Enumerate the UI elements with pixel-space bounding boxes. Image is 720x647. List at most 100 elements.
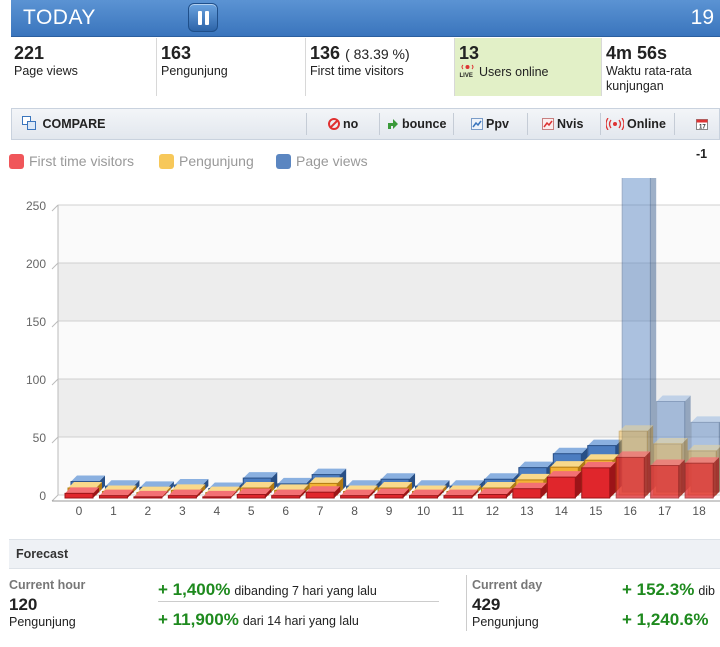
compare-ppv-button[interactable]: Ppv xyxy=(471,109,509,139)
svg-text:17: 17 xyxy=(699,125,706,131)
divider xyxy=(674,113,675,135)
grid-band xyxy=(58,205,720,263)
forecast-title: Forecast xyxy=(16,547,69,561)
bar-first-time-visitors xyxy=(271,495,301,499)
bar-top-first-time-visitors xyxy=(306,486,341,493)
compare-minus1-button[interactable]: 17 -1 xyxy=(696,109,719,161)
bar-top-pengunjung xyxy=(619,425,654,432)
bar-side-first-time-visitors xyxy=(265,488,272,498)
x-tick-label: 1 xyxy=(110,504,117,518)
compare-online-button[interactable]: Online xyxy=(606,109,666,139)
bar-top-pengunjung xyxy=(515,473,550,480)
bar-top-page-views xyxy=(587,439,622,446)
compare-online-label: Online xyxy=(627,117,666,131)
bar-top-pengunjung xyxy=(309,477,344,484)
legend-visitors[interactable]: Pengunjung xyxy=(159,153,254,170)
bar-top-first-time-visitors xyxy=(340,489,375,496)
legend-label: First time visitors xyxy=(29,153,134,169)
online-icon xyxy=(606,118,624,130)
bar-top-page-views xyxy=(656,395,691,402)
bar-top-first-time-visitors xyxy=(409,489,444,496)
compare-button[interactable]: COMPARE xyxy=(22,109,105,139)
stat-percent: ( 83.39 %) xyxy=(345,46,410,62)
bounce-icon xyxy=(388,119,398,129)
divider xyxy=(158,601,439,602)
stat-visitors: 163 Pengunjung xyxy=(157,38,306,96)
stat-label: Page views xyxy=(14,64,78,78)
bar-first-time-visitors xyxy=(202,496,232,499)
grid-band xyxy=(58,321,720,379)
legend-swatch xyxy=(9,154,24,169)
bar-top-page-views xyxy=(312,468,347,475)
stat-users-online[interactable]: 13 LIVE Users online xyxy=(455,38,602,96)
grid-tick xyxy=(51,494,59,502)
divider xyxy=(466,575,467,631)
hour-compare-14d-text: dari 14 hari yang lalu xyxy=(242,614,359,628)
bar-top-page-views xyxy=(174,479,209,486)
bar-side-first-time-visitors xyxy=(127,489,134,498)
compare-nvis-button[interactable]: Nvis xyxy=(542,109,583,139)
compare-label: COMPARE xyxy=(42,117,106,131)
current-hour-value: 120 xyxy=(9,595,38,614)
y-tick-label: 0 xyxy=(39,489,46,503)
bar-side-first-time-visitors xyxy=(93,487,99,498)
bar-top-pengunjung xyxy=(584,454,619,461)
grid-tick xyxy=(51,262,59,270)
bar-side-first-time-visitors xyxy=(230,490,237,498)
current-day-unit: Pengunjung xyxy=(472,615,539,629)
y-tick-label: 250 xyxy=(26,199,46,213)
stat-page-views: 221 Page views xyxy=(11,38,157,96)
bar-top-page-views xyxy=(449,480,484,487)
bar-top-first-time-visitors xyxy=(512,482,547,489)
bar-first-time-visitors xyxy=(98,495,128,499)
hour-compare-7d-value: + 1,400% xyxy=(158,580,231,599)
pause-icon-bar xyxy=(205,11,209,25)
legend-first-time[interactable]: First time visitors xyxy=(9,153,134,170)
x-tick-label: 15 xyxy=(589,504,603,518)
bar-top-pengunjung xyxy=(550,461,585,468)
compare-bounce-button[interactable]: bounce xyxy=(387,109,446,139)
bar-first-time-visitors xyxy=(581,467,611,499)
legend-swatch xyxy=(159,154,174,169)
y-tick-label: 50 xyxy=(33,431,47,445)
svg-text:LIVE: LIVE xyxy=(460,73,473,78)
stat-label: Pengunjung xyxy=(161,64,228,78)
stat-value: 136 xyxy=(310,43,341,63)
bar-top-page-views xyxy=(484,473,519,480)
grid-tick xyxy=(51,436,59,444)
stat-label: Users online xyxy=(479,65,549,79)
bar-top-page-views xyxy=(139,481,174,488)
grid-tick xyxy=(51,378,59,386)
bar-top-first-time-visitors xyxy=(581,461,616,468)
bar-top-page-views xyxy=(243,472,278,479)
bar-first-time-visitors xyxy=(167,495,197,499)
calendar-icon: 17 xyxy=(696,119,708,131)
stat-avg-time: 4m 56s Waktu rata-rata kunjungan xyxy=(602,38,720,96)
bar-side-first-time-visitors xyxy=(299,489,306,498)
bar-top-first-time-visitors xyxy=(685,457,720,464)
day-compare-14d-value: + 1,240.6% xyxy=(622,610,709,629)
divider xyxy=(379,113,380,135)
bar-side-first-time-visitors xyxy=(403,488,410,498)
chart-red-icon xyxy=(542,118,554,130)
stat-label: First time visitors xyxy=(310,64,404,78)
bar-top-page-views xyxy=(105,480,140,487)
compare-no-label: no xyxy=(343,117,359,131)
bar-top-page-views xyxy=(381,473,416,480)
pause-button[interactable] xyxy=(188,3,218,32)
x-tick-label: 4 xyxy=(213,504,220,518)
current-hour-unit: Pengunjung xyxy=(9,615,76,629)
compare-no-button[interactable]: no xyxy=(328,109,358,139)
bar-top-page-views xyxy=(415,480,450,487)
legend-page-views[interactable]: Page views xyxy=(276,153,368,170)
bar-top-page-views xyxy=(71,475,105,482)
bar-top-first-time-visitors xyxy=(443,489,478,496)
page-title: TODAY xyxy=(23,6,96,29)
bar-top-pengunjung xyxy=(240,482,275,489)
bar-top-first-time-visitors xyxy=(202,490,237,497)
day-compare-7d-text: dib xyxy=(698,584,715,598)
bar-side-first-time-visitors xyxy=(644,451,651,498)
x-tick-label: 12 xyxy=(486,504,500,518)
bar-top-pengunjung xyxy=(378,482,413,489)
bar-side-page-views xyxy=(650,178,657,492)
